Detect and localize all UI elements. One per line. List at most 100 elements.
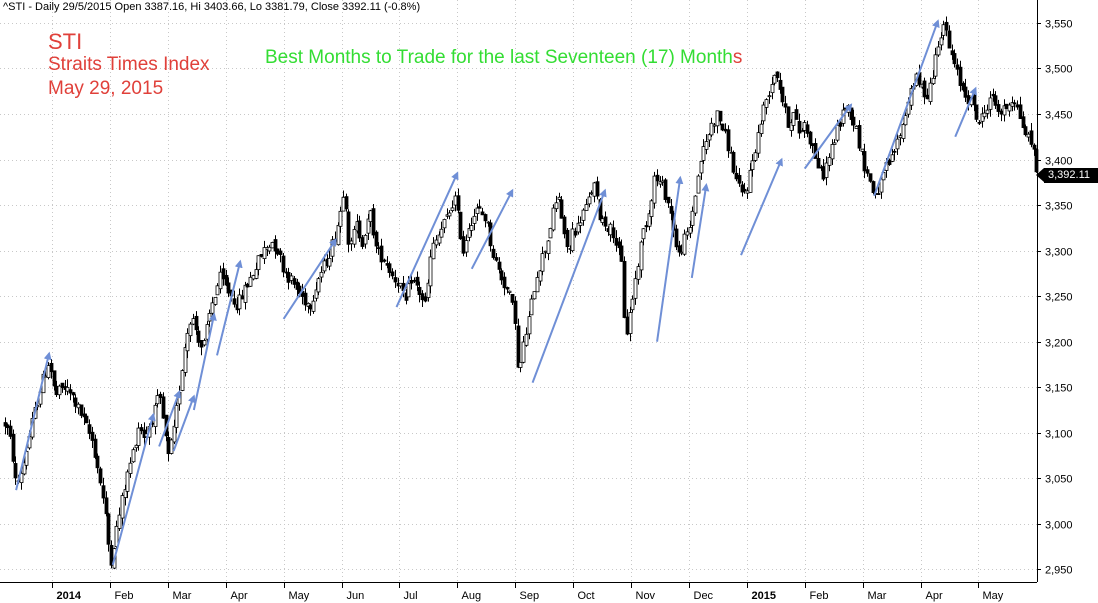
candle-up xyxy=(437,234,442,244)
trend-arrow xyxy=(172,394,196,452)
candle-up xyxy=(745,190,750,194)
candle-down xyxy=(876,193,881,195)
candle-down xyxy=(655,174,660,182)
candle-down xyxy=(862,151,867,172)
candle-up xyxy=(538,270,543,282)
candle-down xyxy=(562,216,567,235)
candle-down xyxy=(275,248,280,255)
candle-down xyxy=(461,236,466,254)
trend-arrow xyxy=(803,103,853,170)
candle-down xyxy=(622,260,627,318)
candle-down xyxy=(958,66,963,86)
candle-down xyxy=(1021,116,1026,128)
candle-up xyxy=(262,247,267,260)
candle-up xyxy=(183,347,188,373)
candle-up xyxy=(1026,133,1031,138)
candle-up xyxy=(554,202,559,210)
candle-up xyxy=(172,425,177,443)
candle-up xyxy=(890,154,895,162)
candle-up xyxy=(117,514,122,529)
candle-down xyxy=(5,424,10,429)
candle-down xyxy=(161,396,166,419)
candle-up xyxy=(764,99,769,108)
candle-down xyxy=(996,104,1001,112)
candle-down xyxy=(415,276,420,286)
candle-up xyxy=(368,210,373,222)
candle-up xyxy=(267,246,272,252)
candle-up xyxy=(336,224,341,246)
candle-up xyxy=(693,195,698,214)
candle-down xyxy=(387,263,392,273)
candle-down xyxy=(73,397,78,407)
candle-up xyxy=(469,225,474,231)
candle-up xyxy=(600,218,605,223)
candle-down xyxy=(480,211,485,216)
candle-down xyxy=(483,214,488,222)
candle-down xyxy=(303,292,308,306)
candle-up xyxy=(254,269,259,279)
x-tick-label: Jun xyxy=(347,590,365,602)
candle-down xyxy=(68,389,73,394)
candle-down xyxy=(780,86,785,103)
candle-up xyxy=(205,324,210,340)
candle-up xyxy=(114,525,119,548)
candle-up xyxy=(349,240,354,245)
candle-up xyxy=(649,200,654,217)
y-tick-label: 3,050 xyxy=(1045,474,1073,486)
candle-down xyxy=(1012,102,1017,105)
candle-up xyxy=(125,471,130,492)
candle-down xyxy=(499,270,504,281)
candle-up xyxy=(712,124,717,127)
candle-up xyxy=(835,124,840,141)
candle-up xyxy=(398,282,403,287)
candle-up xyxy=(895,138,900,150)
trend-arrow xyxy=(954,86,977,138)
candle-down xyxy=(625,316,630,335)
candle-down xyxy=(259,254,264,257)
candle-up xyxy=(316,278,321,293)
candle-down xyxy=(240,295,245,300)
candle-up xyxy=(406,283,411,298)
last-price-badge: 3,392.11 xyxy=(1044,168,1098,183)
candle-up xyxy=(327,258,332,267)
candle-down xyxy=(974,104,979,120)
candle-down xyxy=(104,497,109,515)
candle-down xyxy=(614,237,619,246)
headline-main: Best Months to Trade for the last Sevent… xyxy=(265,47,733,68)
trend-arrow xyxy=(740,157,783,256)
x-tick-label: Apr xyxy=(926,590,943,602)
candle-up xyxy=(475,207,480,214)
candle-down xyxy=(925,94,930,100)
candle-down xyxy=(1023,126,1028,136)
x-tick-label: Feb xyxy=(810,590,829,602)
candle-down xyxy=(734,172,739,180)
candle-up xyxy=(46,365,51,378)
candle-up xyxy=(202,340,207,346)
x-tick-label: Aug xyxy=(462,590,482,602)
candle-up xyxy=(748,169,753,193)
chart-grid xyxy=(0,0,1037,582)
candle-down xyxy=(278,250,283,255)
candle-up xyxy=(641,228,646,240)
candle-up xyxy=(824,162,829,178)
candle-up xyxy=(136,427,141,446)
candle-down xyxy=(374,231,379,247)
candle-down xyxy=(101,485,106,499)
candle-up xyxy=(529,298,534,316)
candle-up xyxy=(363,234,368,245)
candle-down xyxy=(98,468,103,484)
symbol-label: STI xyxy=(48,29,83,54)
candle-up xyxy=(660,180,665,183)
candle-up xyxy=(636,266,641,280)
candle-down xyxy=(226,282,231,294)
trend-arrow xyxy=(282,238,337,320)
candle-up xyxy=(439,228,444,238)
y-tick-label: 3,550 xyxy=(1045,19,1073,31)
candle-down xyxy=(775,71,780,79)
candle-up xyxy=(679,251,684,254)
candle-up xyxy=(521,341,526,363)
x-tick-label: Oct xyxy=(578,590,595,602)
candle-up xyxy=(589,192,594,195)
candle-down xyxy=(669,206,674,214)
candle-down xyxy=(54,385,59,396)
